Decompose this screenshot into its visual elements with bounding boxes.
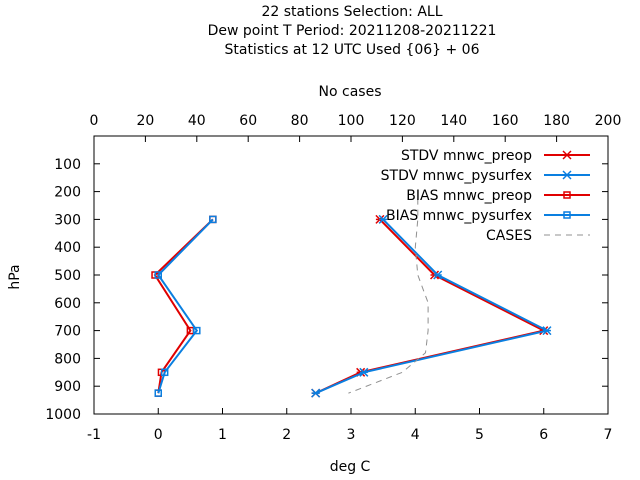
legend-label: BIAS mnwc_preop	[406, 188, 532, 204]
y-axis-label: hPa	[7, 264, 23, 289]
y-tick-label: 1000	[45, 407, 81, 423]
data-point	[209, 215, 217, 224]
series-line	[315, 218, 550, 395]
legend-label: STDV mnwc_preop	[401, 148, 532, 164]
data-point	[378, 214, 388, 224]
y-tick-label: 200	[54, 185, 81, 201]
legend-marker	[562, 170, 572, 180]
legend-label: STDV mnwc_pysurfex	[381, 168, 532, 184]
data-point	[193, 326, 201, 335]
title-line-1: 22 stations Selection: ALL	[261, 4, 442, 20]
x-tick-label: 0	[154, 427, 163, 443]
series-line	[315, 218, 547, 395]
series-line	[348, 198, 429, 394]
x2-tick-label: 180	[543, 113, 570, 129]
data-point	[154, 389, 162, 397]
x2-axis-label: No cases	[319, 84, 382, 100]
y-tick-label: 400	[54, 240, 81, 256]
axis-ticks: -1 0 1 2 3 4 5 6 7 0 20 40 60 80 100 120 140 160 180 200 100…	[45, 113, 621, 443]
x-tick-label: 6	[539, 427, 548, 443]
data-point	[160, 368, 169, 377]
x-tick-label: 5	[475, 427, 484, 443]
x2-tick-label: 140	[440, 113, 467, 129]
legend-label: BIAS mnwc_pysurfex	[386, 208, 532, 224]
y-tick-label: 300	[54, 212, 81, 228]
x2-tick-label: 200	[595, 113, 622, 129]
legend-marker	[562, 150, 572, 160]
y-tick-label: 700	[54, 324, 81, 340]
legend-marker	[563, 191, 571, 199]
y-tick-label: 500	[54, 268, 81, 284]
y-tick-label: 800	[54, 351, 81, 367]
data-point	[542, 326, 552, 336]
x-tick-label: 7	[604, 427, 613, 443]
y-tick-label: 600	[54, 296, 81, 312]
x2-tick-label: 40	[188, 113, 206, 129]
x-tick-label: 3	[347, 427, 356, 443]
data-point	[311, 388, 321, 398]
x-tick-label: 4	[411, 427, 420, 443]
x-tick-label: 2	[282, 427, 291, 443]
legend-label: CASES	[486, 228, 532, 244]
legend: STDV mnwc_preop STDV mnwc_pysurfex BIAS mn…	[381, 148, 590, 244]
x2-tick-label: 20	[136, 113, 154, 129]
series-layer	[151, 198, 552, 398]
x2-tick-label: 0	[90, 113, 99, 129]
x-tick-label: 1	[218, 427, 227, 443]
x2-tick-label: 120	[389, 113, 416, 129]
data-point	[359, 367, 369, 377]
y-tick-label: 100	[54, 157, 81, 173]
data-point	[433, 270, 443, 280]
series-line	[153, 218, 214, 394]
series-line	[157, 218, 214, 394]
x2-tick-label: 80	[291, 113, 309, 129]
x-axis-label: deg C	[330, 459, 371, 475]
legend-marker	[563, 211, 571, 219]
x2-tick-label: 100	[338, 113, 365, 129]
y-tick-label: 900	[54, 379, 81, 395]
title-line-2: Dew point T Period: 20211208-20211221	[208, 23, 497, 39]
x-tick-label: -1	[87, 427, 101, 443]
title-line-3: Statistics at 12 UTC Used {06} + 06	[224, 42, 479, 58]
data-point	[154, 271, 162, 279]
x2-tick-label: 60	[239, 113, 257, 129]
x2-tick-label: 160	[492, 113, 519, 129]
